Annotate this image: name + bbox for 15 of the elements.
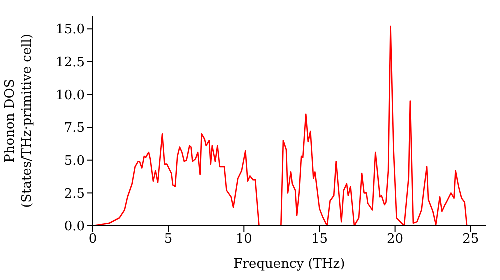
x-tick-label: 10 xyxy=(236,232,252,248)
x-tick-label: 20 xyxy=(387,232,404,248)
y-tick-label: 2.5 xyxy=(64,186,85,202)
x-axis-title: Frequency (THz) xyxy=(234,257,346,272)
y-tick-label: 5.0 xyxy=(64,154,85,169)
y-tick-label: 15.0 xyxy=(56,22,85,38)
x-tick-label: 25 xyxy=(462,232,480,248)
y-tick-label: 7.5 xyxy=(64,121,85,136)
y-tick-label: 10.0 xyxy=(56,88,85,104)
x-tick-label: 0 xyxy=(88,232,98,248)
x-tick-label: 15 xyxy=(311,232,328,248)
y-tick-label: 0.0 xyxy=(64,220,85,235)
x-tick-label: 5 xyxy=(164,232,173,248)
y-tick-label: 12.5 xyxy=(56,56,85,71)
y-axis-title: Phonon DOS (States/THz·primitive cell) xyxy=(3,34,35,208)
